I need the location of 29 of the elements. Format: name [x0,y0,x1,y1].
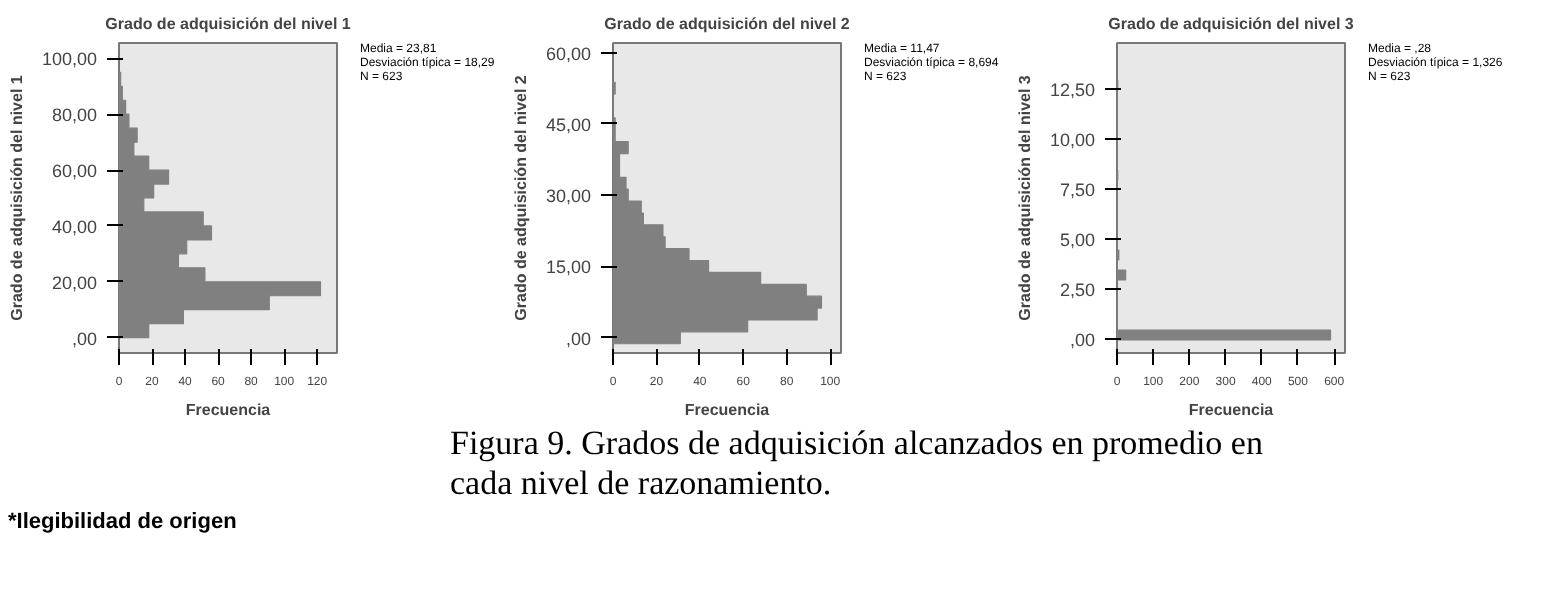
y-axis-title: Grado de adquisición del nivel 3 [1015,74,1034,321]
x-axis-title: Frecuencia [185,401,272,419]
text: Figura 9. Grados de adquisición alcanzados en promedio en [450,424,1263,462]
y-tick-label: 45,00 [545,114,592,135]
chart-title: Grado de adquisición del nivel 3 [1108,15,1355,33]
y-tick-label: 12,50 [1049,80,1096,100]
text: *Ilegibilidad de origen [8,508,237,538]
y-tick-label: 2,50 [1059,280,1096,300]
x-axis-title: Frecuencia [684,401,771,419]
y-tick-label: ,00 [565,328,592,349]
chart-title: Grado de adquisición del nivel 2 [604,15,851,33]
y-tick-label: ,00 [71,328,98,349]
y-tick-label: 60,00 [51,161,98,182]
y-axis-title: Grado de adquisición del nivel 1 [7,74,26,321]
y-tick-label: 30,00 [545,186,592,207]
y-tick-label: 100,00 [41,49,98,70]
y-tick-label: 40,00 [51,216,98,237]
chart-title: Grado de adquisición del nivel 1 [105,15,352,33]
y-tick-label: 20,00 [51,272,98,293]
y-axis-title: Grado de adquisición del nivel 2 [511,74,530,321]
x-axis-title: Frecuencia [1188,401,1275,419]
y-tick-label: 7,50 [1059,180,1096,200]
y-tick-label: 5,00 [1059,230,1096,250]
y-tick-label: 60,00 [545,43,592,64]
y-tick-label: 80,00 [51,105,98,126]
y-tick-label: 10,00 [1049,130,1096,150]
y-tick-label: 15,00 [545,257,592,278]
text: cada nivel de razonamiento. [450,464,832,502]
y-tick-label: ,00 [1069,330,1096,350]
